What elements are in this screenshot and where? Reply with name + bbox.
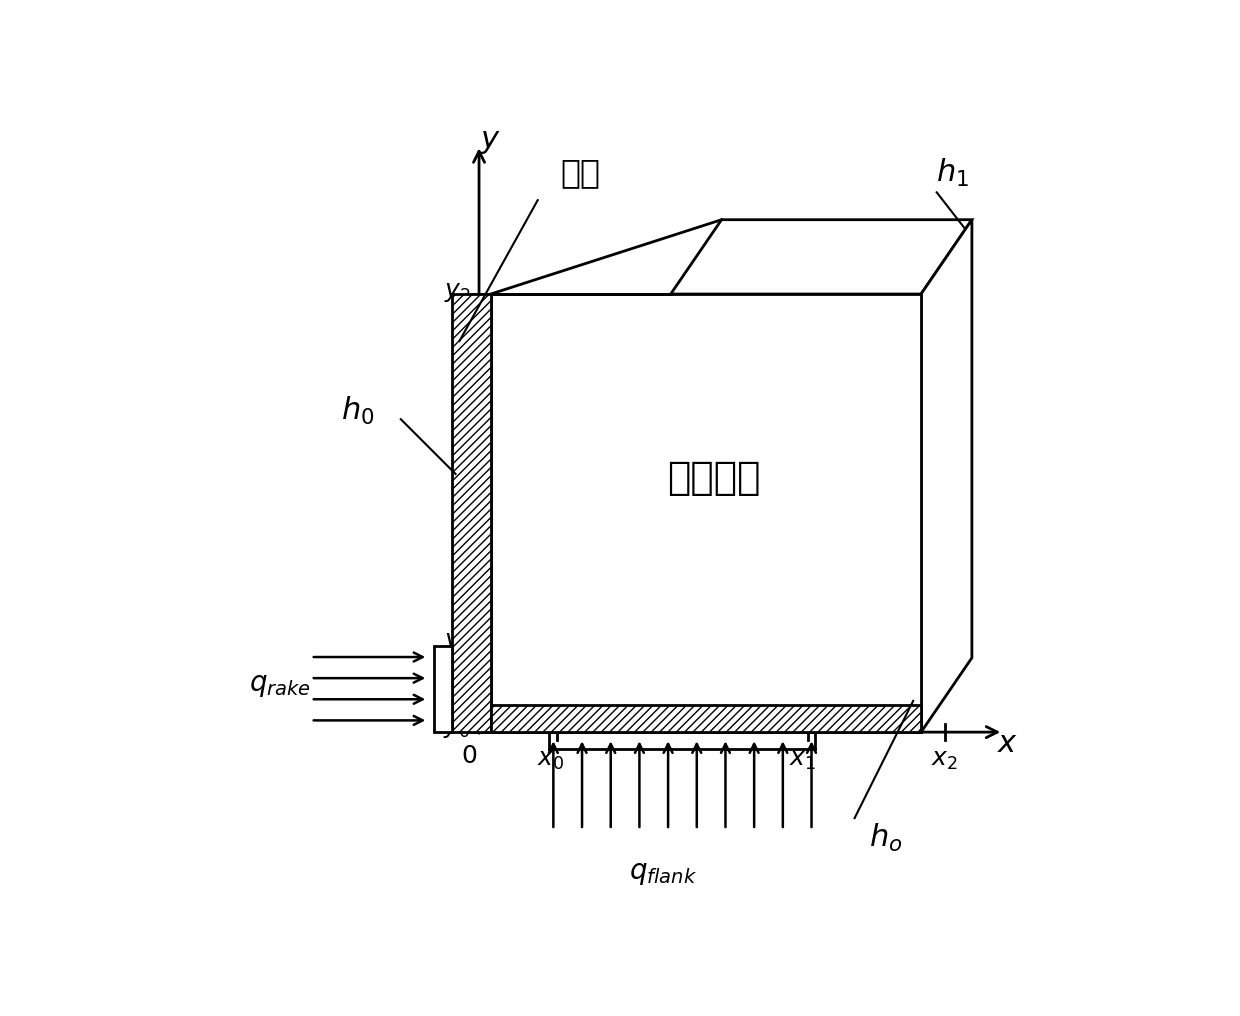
Text: $0$: $0$ — [461, 744, 477, 768]
Text: $y_1$: $y_1$ — [444, 630, 471, 654]
Text: $y_0$: $y_0$ — [444, 716, 471, 741]
Text: $q_{flank}$: $q_{flank}$ — [629, 859, 697, 887]
Polygon shape — [921, 219, 972, 733]
Text: $h_1$: $h_1$ — [936, 156, 968, 189]
Polygon shape — [451, 294, 491, 733]
Text: $x_1$: $x_1$ — [789, 748, 816, 771]
Polygon shape — [491, 705, 921, 733]
Text: $h_o$: $h_o$ — [869, 822, 903, 853]
Text: $q_{rake}$: $q_{rake}$ — [248, 672, 310, 699]
Polygon shape — [491, 294, 921, 733]
Text: $y_2$: $y_2$ — [444, 280, 470, 305]
Text: $h_0$: $h_0$ — [341, 395, 374, 428]
Text: $y$: $y$ — [480, 127, 501, 156]
Polygon shape — [434, 646, 451, 733]
Text: $x_0$: $x_0$ — [537, 748, 564, 771]
Text: $x_2$: $x_2$ — [931, 748, 959, 771]
Text: $x$: $x$ — [997, 729, 1018, 758]
Text: 涂层: 涂层 — [560, 156, 600, 189]
Text: 刀具基体: 刀具基体 — [667, 459, 760, 497]
Polygon shape — [671, 219, 972, 294]
